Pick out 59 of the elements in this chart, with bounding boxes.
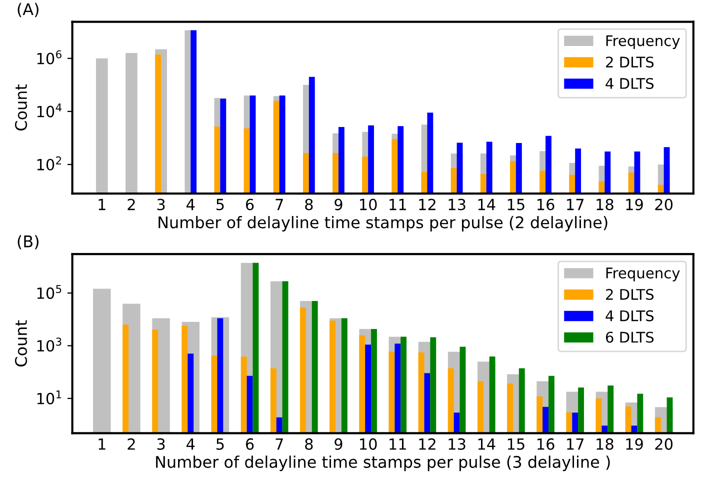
- x-tick-label: 10: [360, 438, 377, 450]
- x-tick-label: 20: [655, 438, 673, 450]
- y-tick-label: 10$^{6}$: [37, 50, 62, 64]
- y-tick-label: 10$^{5}$: [37, 285, 62, 299]
- x-tick-label: 1: [98, 198, 106, 210]
- x-tick-label: 1: [98, 438, 106, 450]
- x-tick-label: 10: [360, 198, 377, 210]
- x-axis-title: Number of delayline time stamps per pulse (2 delayline): [158, 216, 608, 232]
- chart-title: (B): [18, 235, 38, 250]
- legend-label: Frequency: [606, 35, 680, 50]
- x-tick-label: 17: [567, 198, 584, 210]
- x-tick-label: 19: [626, 438, 643, 450]
- x-tick-label: 4: [186, 438, 195, 450]
- x-tick-label: 11: [390, 438, 406, 450]
- legend-label: 2 DLTS: [606, 56, 654, 68]
- x-tick-label: 5: [216, 438, 224, 450]
- x-tick-label: 12: [419, 198, 436, 210]
- x-tick-label: 13: [448, 198, 466, 210]
- legend-label: Frequency: [606, 268, 680, 282]
- x-tick-label: 8: [305, 438, 313, 450]
- x-tick-label: 7: [276, 438, 283, 450]
- y-tick-label: 10$^{4}$: [37, 104, 62, 118]
- x-tick-label: 12: [419, 438, 436, 450]
- x-tick-label: 9: [334, 198, 342, 210]
- y-tick-label: 10$^{3}$: [37, 338, 62, 352]
- x-tick-label: 20: [655, 198, 673, 210]
- x-tick-label: 2: [128, 198, 135, 210]
- x-tick-label: 13: [448, 438, 466, 450]
- x-tick-label: 18: [596, 198, 614, 210]
- x-tick-label: 6: [246, 438, 254, 450]
- x-tick-label: 6: [246, 198, 254, 210]
- x-tick-label: 3: [157, 198, 165, 210]
- x-tick-label: 15: [508, 198, 524, 210]
- legend-label: 6 DLTS: [606, 332, 654, 343]
- y-tick-label: 10$^{1}$: [37, 390, 62, 404]
- y-tick-label: 10$^{2}$: [37, 156, 62, 170]
- x-tick-label: 11: [390, 198, 406, 210]
- x-tick-label: 17: [567, 438, 584, 450]
- x-tick-label: 2: [128, 438, 135, 450]
- legend-label: 4 DLTS: [606, 78, 654, 90]
- x-tick-label: 8: [305, 198, 313, 210]
- x-tick-label: 4: [186, 198, 195, 210]
- x-tick-label: 3: [157, 438, 165, 450]
- y-axis-title: Count: [14, 84, 28, 131]
- x-tick-label: 5: [216, 198, 224, 210]
- legend-label: 4 DLTS: [606, 310, 654, 322]
- x-tick-label: 14: [478, 198, 496, 210]
- x-tick-label: 15: [508, 438, 524, 450]
- x-tick-label: 19: [626, 198, 643, 210]
- x-tick-label: 14: [478, 438, 496, 450]
- x-axis-title: Number of delayline time stamps per pulse (3 delayline ): [156, 456, 610, 472]
- x-tick-label: 9: [334, 438, 342, 450]
- x-tick-label: 7: [276, 198, 283, 210]
- legend-label: 2 DLTS: [606, 288, 654, 300]
- x-tick-label: 18: [596, 438, 614, 450]
- x-tick-label: 16: [537, 438, 554, 450]
- x-tick-label: 16: [537, 198, 554, 210]
- chart-title: (A): [18, 2, 38, 18]
- y-axis-title: Count: [14, 320, 28, 366]
